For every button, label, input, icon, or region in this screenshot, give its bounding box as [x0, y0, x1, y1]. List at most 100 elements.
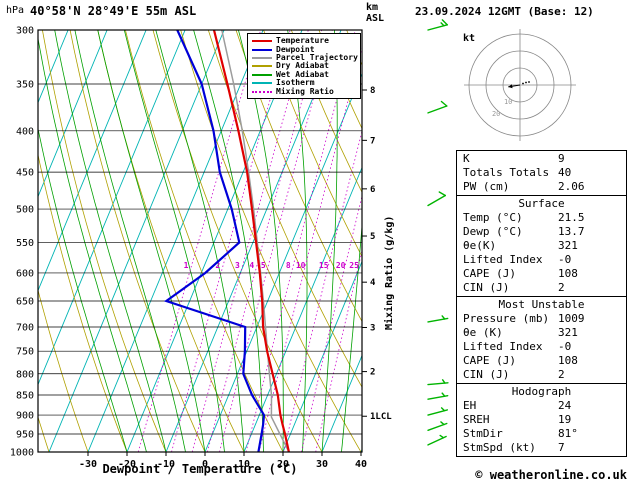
mixing-ratio-value-label: 3: [235, 261, 240, 270]
dry-adiabat-line: [42, 30, 167, 452]
hodograph-wind-point: [528, 81, 530, 83]
legend-item: Mixing Ratio: [252, 87, 358, 95]
indices-panel: K 9 Totals Totals 40 PW (cm) 2.06 Surface T…: [456, 150, 627, 457]
pressure-tick-label: 850: [16, 391, 34, 402]
index-value: 108: [558, 354, 578, 367]
mixing-ratio-value-label: 2: [215, 261, 220, 270]
index-label: Pressure (mb): [463, 312, 550, 325]
isotherm-line: [87, 30, 264, 452]
index-value: 2: [558, 368, 565, 381]
index-value: 13.7: [558, 225, 585, 238]
index-row: Dewp (°C) 13.7: [457, 225, 626, 239]
index-value: 24: [558, 399, 572, 412]
legend-item: Isotherm: [252, 79, 358, 87]
index-row: θe(K) 321: [457, 239, 626, 253]
index-row: Totals Totals 40: [457, 166, 626, 180]
temperature-axis-label: Dewpoint / Temperature (°C): [102, 462, 298, 476]
pressure-tick-label: 550: [16, 238, 34, 249]
hodograph-box: Hodograph EH 24 SREH 19 StmDir 81° StmSpd (…: [456, 383, 627, 457]
altitude-axis-unit-asl: ASL: [366, 13, 385, 24]
lcl-label: 1LCL: [370, 412, 392, 422]
legend-item-label: Mixing Ratio: [276, 86, 334, 96]
index-label: Totals Totals: [463, 166, 550, 179]
temperature-curve: [212, 30, 290, 452]
index-row: CAPE (J) 108: [457, 354, 626, 368]
index-value: 81°: [558, 427, 578, 440]
index-row: PW (cm) 2.06: [457, 180, 626, 194]
legend-wet-adiabat-swatch: [252, 73, 272, 76]
plot-frame: [37, 29, 363, 453]
index-row: Lifted Index -0: [457, 340, 626, 354]
index-label: K: [463, 152, 470, 165]
index-value: 321: [558, 326, 578, 339]
isotherm-line: [165, 30, 342, 452]
index-label: Dewp (°C): [463, 225, 523, 238]
hodograph-ring: [485, 50, 555, 120]
pressure-tick-label: 900: [16, 411, 34, 422]
isotherm-line: [282, 260, 362, 452]
station-title: 40°58'N 28°49'E 55m ASL: [30, 4, 197, 18]
index-row: CIN (J) 2: [457, 281, 626, 295]
mixing-ratio-line: [245, 30, 356, 452]
dry-adiabat-line: [290, 30, 362, 194]
legend-item: Temperature: [252, 37, 358, 45]
hodograph-wind-point: [522, 82, 524, 85]
wind-barb: [427, 379, 449, 386]
most-unstable-box: Most Unstable Pressure (mb) 1009 θe (K) 32…: [456, 296, 627, 384]
mixing-ratio-line: [301, 194, 362, 452]
temp-tick-label: 0: [202, 459, 208, 470]
index-row: Pressure (mb) 1009: [457, 312, 626, 326]
index-label: Lifted Index: [463, 253, 543, 266]
wind-barb: [427, 421, 448, 432]
valid-datetime: 23.09.2024 12GMT (Base: 12): [415, 5, 594, 18]
isotherm-line: [126, 30, 303, 452]
hodograph-ring: [502, 67, 538, 103]
index-label: SREH: [463, 413, 490, 426]
wind-barb: [427, 407, 449, 416]
mixing-ratio-line: [258, 46, 362, 452]
hodograph-unit-label: kt: [463, 33, 476, 44]
storm-motion-arrowhead: [508, 84, 513, 89]
index-row: Temp (°C) 21.5: [457, 211, 626, 225]
km-tick-label: 4: [370, 278, 376, 288]
isotherm-line: [38, 30, 186, 386]
temp-tick-label: -20: [118, 459, 136, 470]
dry-adiabat-line: [263, 30, 362, 258]
legend-isotherm-swatch: [252, 82, 272, 85]
index-value: 1009: [558, 312, 585, 325]
isotherm-line: [38, 30, 108, 198]
dry-adiabat-line: [69, 30, 206, 452]
legend-item-label: Dry Adiabat: [276, 61, 329, 71]
legend-mixing-ratio-swatch: [252, 90, 272, 93]
km-tick-label: 8: [370, 86, 375, 96]
index-label: Temp (°C): [463, 211, 523, 224]
wet-adiabat-line: [54, 30, 167, 452]
sounding-curves: [163, 30, 290, 452]
pressure-tick-label: 1000: [10, 448, 34, 459]
index-label: θe (K): [463, 326, 503, 339]
surface-box-title: Surface: [518, 197, 565, 210]
km-tick-label: 7: [370, 136, 375, 146]
pressure-tick-label: 400: [16, 126, 34, 137]
hodograph-ring-label: 20: [492, 110, 500, 118]
legend-dewpoint-swatch: [252, 48, 272, 51]
surface-box: Surface Temp (°C) 21.5 Dewp (°C) 13.7 θe(K…: [456, 195, 627, 297]
temp-tick-label: 20: [277, 459, 289, 470]
index-value: -0: [558, 253, 572, 266]
mixing-ratio-value-label: 25: [349, 261, 359, 270]
index-label: PW (cm): [463, 180, 510, 193]
index-label: CAPE (J): [463, 354, 516, 367]
index-row: StmSpd (kt) 7: [457, 441, 626, 455]
index-label: Lifted Index: [463, 340, 543, 353]
km-tick-label: 6: [370, 185, 375, 195]
wind-barb: [427, 434, 447, 446]
temp-tick-label: 10: [238, 459, 250, 470]
index-value: 9: [558, 152, 565, 165]
index-value: 19: [558, 413, 572, 426]
temp-tick-label: 30: [316, 459, 328, 470]
mixing-ratio-value-label: 15: [319, 261, 329, 270]
wind-barb: [427, 100, 448, 114]
pressure-tick-label: 450: [16, 168, 34, 179]
